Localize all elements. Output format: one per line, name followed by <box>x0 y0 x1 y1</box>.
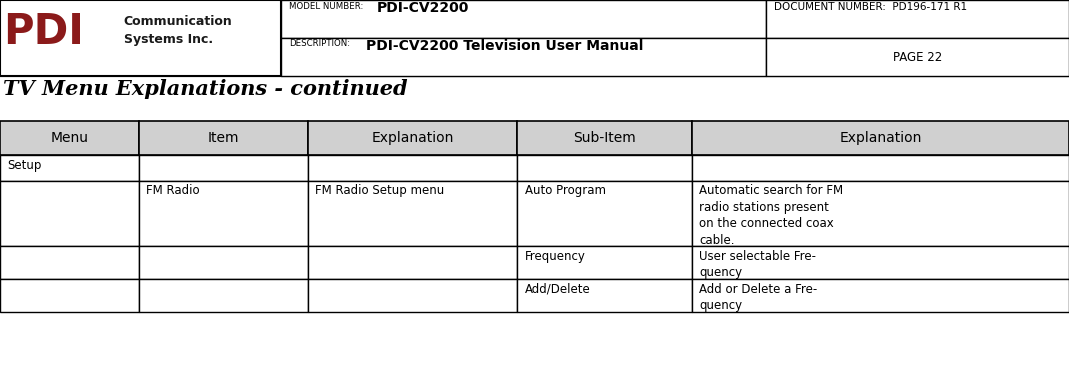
Bar <box>0 181 139 246</box>
Bar <box>308 279 517 312</box>
Bar <box>692 279 1069 312</box>
Bar <box>139 279 308 312</box>
Text: TV Menu Explanations - continued: TV Menu Explanations - continued <box>3 79 408 99</box>
Text: Menu: Menu <box>50 131 89 145</box>
Text: FM Radio Setup menu: FM Radio Setup menu <box>315 184 445 197</box>
Text: Auto Program: Auto Program <box>525 184 606 197</box>
Bar <box>0 0 1069 76</box>
Text: Item: Item <box>207 131 239 145</box>
Text: DESCRIPTION:: DESCRIPTION: <box>289 39 350 48</box>
Bar <box>766 38 1069 76</box>
Text: Add/Delete: Add/Delete <box>525 283 591 295</box>
Bar <box>139 246 308 279</box>
Bar <box>517 121 692 155</box>
Text: MODEL NUMBER:: MODEL NUMBER: <box>289 2 363 11</box>
Text: Sub-Item: Sub-Item <box>573 131 636 145</box>
Bar <box>308 155 517 181</box>
Text: FM Radio: FM Radio <box>146 184 200 197</box>
Bar <box>139 121 308 155</box>
Bar <box>0 0 281 76</box>
Bar <box>0 279 139 312</box>
Text: PDI: PDI <box>3 11 84 54</box>
Text: PDI-CV2200 Television User Manual: PDI-CV2200 Television User Manual <box>366 39 642 53</box>
Bar <box>766 0 1069 38</box>
Text: Automatic search for FM
radio stations present
on the connected coax
cable.: Automatic search for FM radio stations p… <box>699 184 843 247</box>
Text: DOCUMENT NUMBER:  PD196-171 R1: DOCUMENT NUMBER: PD196-171 R1 <box>774 2 967 12</box>
Bar <box>517 155 692 181</box>
Bar <box>692 246 1069 279</box>
Bar <box>517 246 692 279</box>
Bar <box>139 181 308 246</box>
Text: Setup: Setup <box>7 159 42 171</box>
Bar <box>281 0 766 38</box>
Text: Explanation: Explanation <box>839 131 921 145</box>
Text: PDI-CV2200: PDI-CV2200 <box>376 1 468 15</box>
Text: User selectable Fre-
quency: User selectable Fre- quency <box>699 250 816 279</box>
Bar <box>692 181 1069 246</box>
Bar <box>517 279 692 312</box>
Bar <box>0 246 139 279</box>
Bar <box>308 181 517 246</box>
Text: Explanation: Explanation <box>371 131 454 145</box>
Text: Add or Delete a Fre-
quency: Add or Delete a Fre- quency <box>699 283 818 312</box>
Bar <box>517 181 692 246</box>
Text: PAGE 22: PAGE 22 <box>893 51 943 64</box>
Bar <box>692 121 1069 155</box>
Bar <box>0 155 139 181</box>
Text: Communication
Systems Inc.: Communication Systems Inc. <box>124 15 232 46</box>
Text: Frequency: Frequency <box>525 250 586 262</box>
Bar <box>0 121 139 155</box>
Bar <box>308 121 517 155</box>
Bar <box>139 155 308 181</box>
Bar <box>308 246 517 279</box>
Bar <box>281 38 766 76</box>
Bar <box>692 155 1069 181</box>
